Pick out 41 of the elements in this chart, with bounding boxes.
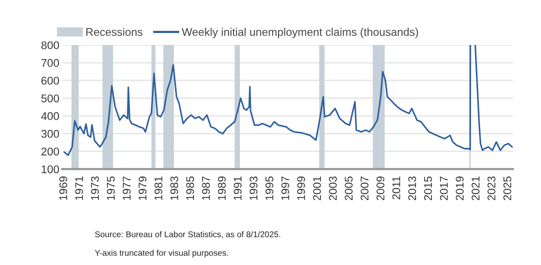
x-tick-label: 1995: [265, 176, 274, 200]
x-tick-label: 1999: [297, 176, 306, 200]
y-tick-label: 400: [41, 112, 60, 120]
x-tick-label: 2011: [392, 176, 400, 200]
x-tick-label: 2015: [424, 176, 432, 200]
x-tick-label: 2023: [488, 176, 496, 200]
y-tick-label: 300: [41, 130, 60, 138]
x-tick-label: 1975: [106, 176, 115, 200]
x-tick-label: 1971: [75, 176, 84, 200]
x-tick-label: 2009: [376, 176, 384, 200]
x-tick-label: 2003: [328, 176, 337, 200]
x-tick-label: 2021: [472, 176, 480, 200]
y-tick-label: 600: [41, 76, 60, 85]
x-tick-label: 2007: [360, 176, 369, 200]
x-tick-label: 1977: [122, 176, 131, 200]
x-tick-label: 2025: [503, 176, 512, 200]
x-tick-label: 2005: [344, 176, 353, 200]
x-tick-label: 1991: [234, 176, 242, 200]
x-tick-label: 1969: [59, 176, 68, 200]
legend-label: Weekly initial unemployment claims (thousands): [182, 28, 418, 38]
text: Y-axis truncated for visual purposes.: [94, 250, 228, 258]
y-tick-label: 700: [41, 59, 60, 67]
x-tick-label: 1989: [218, 176, 226, 200]
y-tick-label: 800: [41, 41, 60, 50]
y-tick-label: 100: [42, 165, 60, 174]
legend-label: Recessions: [86, 28, 142, 36]
x-tick-label: 1985: [186, 176, 194, 200]
y-tick-label: 500: [41, 94, 60, 102]
x-tick-label: 1993: [250, 176, 258, 200]
x-tick-label: 1979: [138, 176, 146, 200]
x-tick-label: 2013: [408, 176, 416, 200]
x-tick-label: 2019: [456, 176, 464, 200]
x-tick-label: 1983: [170, 176, 178, 200]
x-tick-label: 2017: [440, 176, 448, 200]
source-note: Source: Bureau of Labor Statistics, as of 8/1/2025.: [95, 231, 280, 238]
x-tick-label: 1987: [202, 176, 210, 200]
x-tick-label: 1973: [91, 176, 99, 200]
x-tick-label: 1981: [154, 176, 162, 200]
x-tick-label: 1997: [281, 176, 290, 200]
x-tick-label: 2001: [313, 176, 321, 200]
y-tick-label: 200: [41, 148, 60, 156]
